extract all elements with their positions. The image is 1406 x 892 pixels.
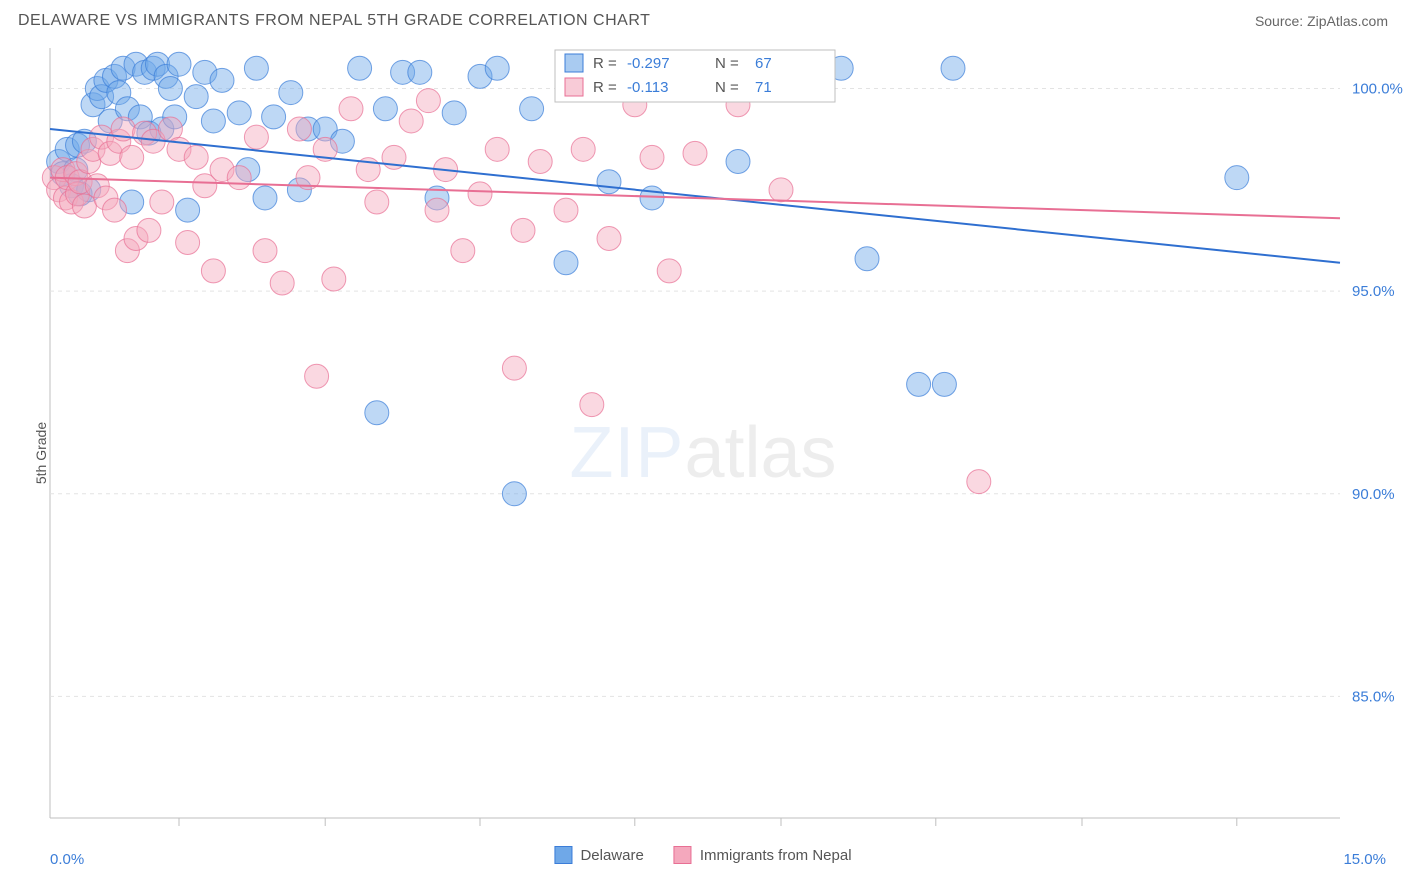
svg-text:R =: R = bbox=[593, 79, 617, 96]
chart-area: 5th Grade 85.0% 90.0% 95.0% 100.0% R = -0.297… bbox=[0, 38, 1406, 868]
svg-text:90.0%: 90.0% bbox=[1352, 486, 1395, 503]
svg-text:71: 71 bbox=[755, 79, 772, 96]
chart-title: DELAWARE VS IMMIGRANTS FROM NEPAL 5TH GR… bbox=[18, 12, 650, 30]
svg-text:95.0%: 95.0% bbox=[1352, 283, 1395, 300]
x-axis-min: 0.0% bbox=[50, 851, 84, 868]
legend-item-delaware: Delaware bbox=[554, 846, 643, 864]
source-link[interactable]: ZipAtlas.com bbox=[1307, 13, 1388, 29]
svg-text:-0.113: -0.113 bbox=[627, 79, 668, 96]
y-axis-label: 5th Grade bbox=[33, 422, 49, 484]
swatch-delaware bbox=[554, 846, 572, 864]
chart-source: Source: ZipAtlas.com bbox=[1255, 13, 1388, 29]
legend-bottom: Delaware Immigrants from Nepal bbox=[554, 846, 851, 864]
svg-text:-0.297: -0.297 bbox=[627, 55, 670, 72]
swatch-nepal bbox=[674, 846, 692, 864]
source-prefix: Source: bbox=[1255, 13, 1307, 29]
svg-text:N =: N = bbox=[715, 79, 739, 96]
legend-label-delaware: Delaware bbox=[580, 847, 643, 864]
scatter-chart: 85.0% 90.0% 95.0% 100.0% R = -0.297 N = 67 R = -0… bbox=[0, 38, 1406, 838]
legend-label-nepal: Immigrants from Nepal bbox=[700, 847, 852, 864]
svg-text:67: 67 bbox=[755, 55, 772, 72]
chart-header: DELAWARE VS IMMIGRANTS FROM NEPAL 5TH GR… bbox=[0, 0, 1406, 38]
svg-text:R =: R = bbox=[593, 55, 617, 72]
svg-text:85.0%: 85.0% bbox=[1352, 688, 1395, 705]
svg-text:100.0%: 100.0% bbox=[1352, 81, 1403, 98]
svg-text:N =: N = bbox=[715, 55, 739, 72]
x-axis-max: 15.0% bbox=[1343, 851, 1386, 868]
legend-item-nepal: Immigrants from Nepal bbox=[674, 846, 852, 864]
